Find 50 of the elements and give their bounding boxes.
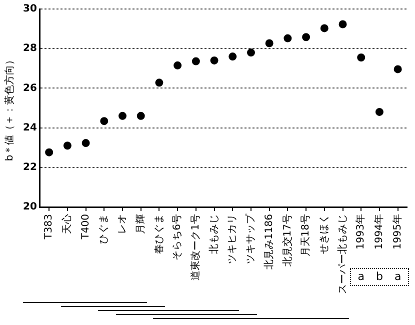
point bbox=[210, 56, 218, 64]
x-tick-label: せきほく bbox=[319, 214, 330, 254]
point bbox=[45, 148, 54, 156]
point bbox=[82, 139, 90, 148]
text: b bbox=[376, 270, 383, 283]
x-tick-label: 月天18号 bbox=[300, 214, 312, 257]
point bbox=[100, 117, 108, 126]
point bbox=[63, 142, 72, 150]
point bbox=[174, 61, 182, 70]
x-tick-label: スーパー北もみじ bbox=[336, 214, 348, 294]
point bbox=[265, 39, 274, 48]
y-tick-label: 26 bbox=[22, 82, 37, 94]
x-tick-label: 北見交17号 bbox=[281, 214, 294, 267]
text: a bbox=[394, 270, 402, 283]
point bbox=[228, 52, 237, 61]
x-tick-label: 月輝 bbox=[134, 214, 146, 234]
point bbox=[155, 78, 164, 87]
x-tick-label: 北もみじ bbox=[208, 214, 220, 254]
x-tick-label: 春ひぐま bbox=[154, 214, 165, 254]
y-tick-label: 24 bbox=[22, 122, 37, 134]
point bbox=[394, 65, 402, 74]
x-tick-label: 1993年 bbox=[354, 214, 367, 250]
point bbox=[136, 112, 145, 120]
x-tick-label: T400 bbox=[80, 214, 92, 240]
x-tick-label: レオ bbox=[117, 214, 128, 234]
x-tick-label: T383 bbox=[44, 214, 55, 240]
x-tick-label: ひぐま bbox=[98, 214, 110, 244]
point bbox=[118, 112, 127, 120]
x-tick-label: ツキヒカリ bbox=[227, 214, 238, 264]
x-tick-label: 天心 bbox=[61, 214, 74, 234]
x-tick-label: 1995年 bbox=[391, 214, 404, 250]
point bbox=[375, 108, 384, 116]
point bbox=[320, 24, 328, 32]
x-tick-label: 1994年 bbox=[373, 214, 386, 250]
x-tick-label: ツキサップ bbox=[244, 213, 257, 264]
point bbox=[284, 34, 292, 42]
y-tick-label: 22 bbox=[22, 162, 37, 173]
point bbox=[246, 48, 255, 57]
y-tick-label: 20 bbox=[22, 202, 37, 213]
y-tick-label: 30 bbox=[22, 4, 37, 15]
point bbox=[192, 57, 200, 66]
text: a bbox=[358, 270, 364, 283]
point bbox=[302, 33, 310, 42]
x-tick-label: 道東改ーク1号 bbox=[190, 214, 202, 280]
point bbox=[357, 54, 366, 62]
point bbox=[338, 20, 347, 28]
y-tick-label: 28 bbox=[22, 43, 37, 54]
x-tick-label: 北見み1186 bbox=[262, 214, 275, 270]
x-tick-label: そらち6号 bbox=[172, 214, 184, 260]
y-axis-title: b＊値（＋：黄色方向） bbox=[4, 54, 16, 162]
